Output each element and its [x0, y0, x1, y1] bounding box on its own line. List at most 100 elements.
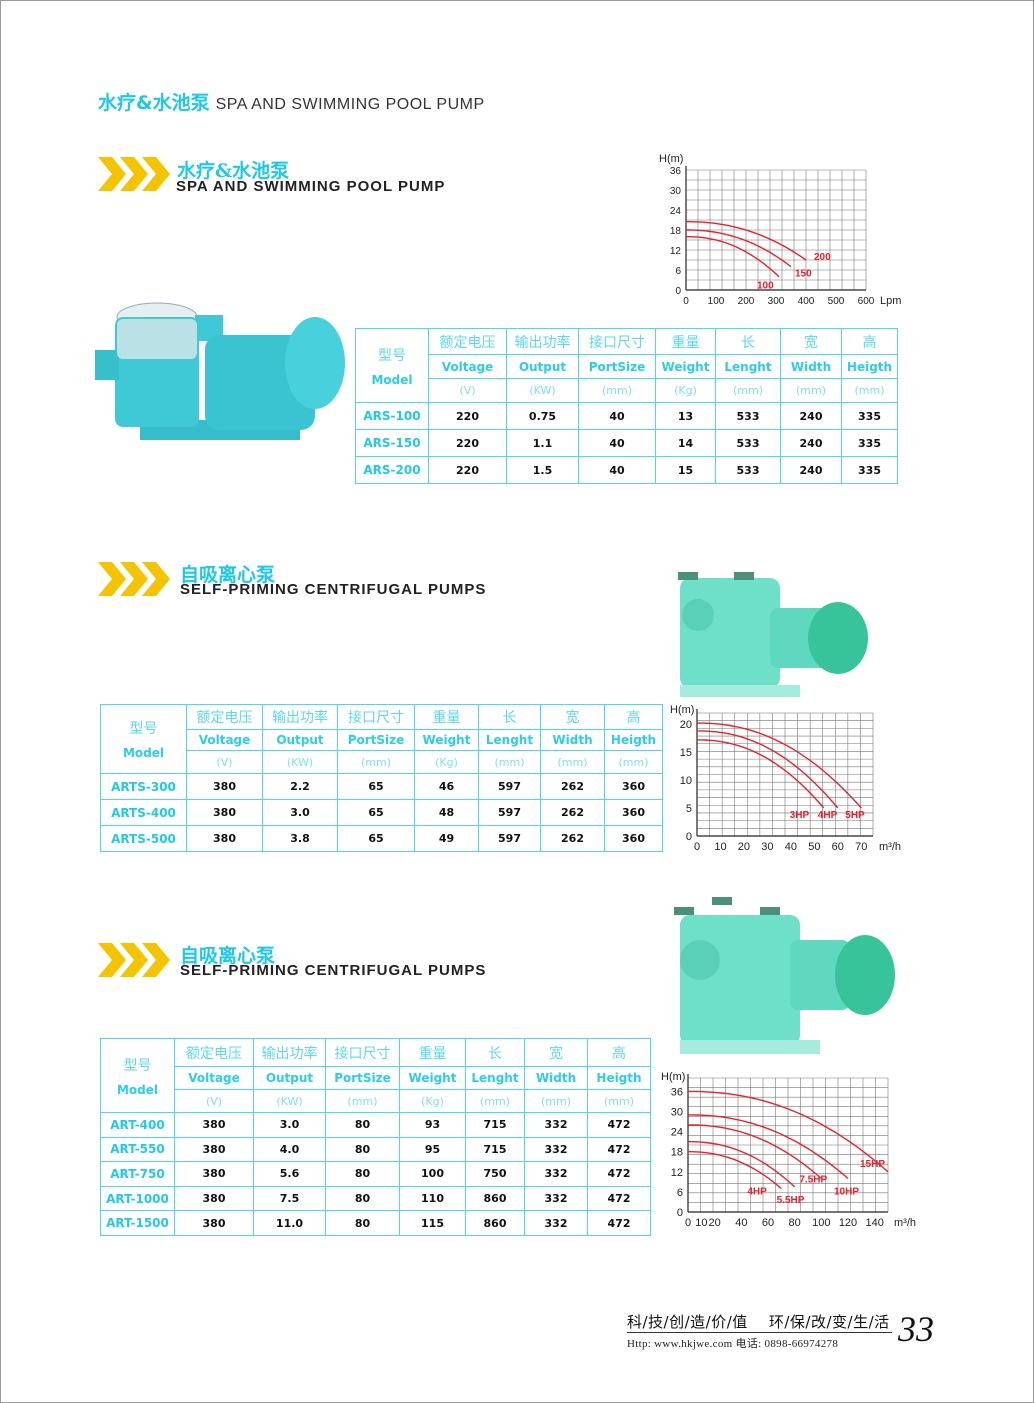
table-row: ARS-150 220 1.1 40 14 533 240 335 — [355, 429, 898, 457]
column-header-cn: 额定电压 — [428, 328, 507, 355]
column-header-unit: (KW) — [506, 378, 579, 403]
value-cell: 40 — [578, 429, 656, 457]
x-tick-label: 0 — [694, 841, 700, 853]
column-header-en: Heigth — [841, 354, 898, 379]
column-header-en: Width — [780, 354, 842, 379]
value-cell: 3.0 — [262, 799, 338, 826]
value-cell: 380 — [174, 1112, 254, 1138]
model-cell: ARTS-300 — [100, 773, 187, 800]
column-header-cn: 宽 — [780, 328, 842, 355]
section-title-en: SPA AND SWIMMING POOL PUMP — [176, 178, 446, 195]
curve-4HP — [688, 1151, 782, 1190]
column-header-unit: (Kg) — [399, 1089, 466, 1113]
x-axis-label: Lpm — [880, 295, 901, 307]
model-cell: ART-550 — [100, 1136, 175, 1163]
x-tick-label: 0 — [683, 296, 689, 307]
model-cell: ART-750 — [100, 1161, 175, 1187]
table-row: ARS-100 220 0.75 40 13 533 240 335 — [355, 402, 898, 430]
pool-pump-image — [95, 302, 345, 440]
curve-3HP — [696, 739, 825, 809]
column-header-cn: 额定电压 — [186, 704, 263, 730]
value-cell: 380 — [186, 825, 263, 852]
series-label: 4HP — [747, 1187, 767, 1198]
column-header-cn: 重量 — [655, 328, 716, 355]
value-cell: 332 — [524, 1112, 588, 1138]
y-tick-label: 24 — [670, 206, 682, 217]
y-tick-label: 18 — [671, 1147, 683, 1159]
table-row: ART-1500 380 11.0 80 115 860 332 472 — [100, 1210, 651, 1236]
value-cell: 65 — [337, 773, 415, 800]
x-tick-label: 120 — [839, 1217, 857, 1229]
header-row: Voltage Output PortSize Weight Lenght Width He… — [101, 1066, 651, 1090]
model-cell: ARS-100 — [355, 402, 429, 430]
y-tick-label: 6 — [677, 1187, 683, 1199]
section-title-en: SELF-PRIMING CENTRIFUGAL PUMPS — [180, 962, 487, 979]
column-header-unit: (V) — [428, 378, 507, 403]
header-cn: 型号 — [129, 721, 158, 737]
x-axis-label: m³/h — [879, 841, 901, 853]
x-tick-label: 300 — [768, 296, 785, 307]
chevrons-icon — [98, 943, 170, 977]
value-cell: 80 — [325, 1210, 400, 1236]
value-cell: 472 — [587, 1112, 651, 1138]
column-header-en: Lenght — [465, 1066, 525, 1090]
value-cell: 472 — [587, 1210, 651, 1236]
x-tick-label: 60 — [832, 841, 844, 853]
x-tick-label: 600 — [858, 296, 875, 307]
value-cell: 80 — [325, 1112, 400, 1138]
value-cell: 335 — [841, 456, 898, 484]
value-cell: 380 — [174, 1210, 254, 1236]
value-cell: 240 — [780, 429, 842, 457]
column-header-unit: (mm) — [337, 750, 415, 774]
header-en: Model — [371, 372, 413, 387]
value-cell: 80 — [325, 1161, 400, 1187]
model-cell: ART-1000 — [100, 1185, 175, 1212]
value-cell: 80 — [325, 1185, 400, 1212]
column-header-en: Heigth — [587, 1066, 651, 1090]
curve-100 — [686, 236, 780, 278]
value-cell: 380 — [174, 1136, 254, 1163]
value-cell: 472 — [587, 1185, 651, 1212]
x-tick-label: 50 — [808, 841, 820, 853]
chevrons-icon — [98, 157, 170, 191]
column-header-cn: 长 — [715, 328, 781, 355]
value-cell: 40 — [578, 402, 656, 430]
curve-200 — [686, 221, 807, 261]
column-header-en: Lenght — [715, 354, 781, 379]
curve-5HP — [697, 722, 862, 809]
table-row: ART-750 380 5.6 80 100 750 332 472 — [100, 1161, 651, 1187]
series-label: 100 — [757, 281, 774, 292]
value-cell: 472 — [587, 1136, 651, 1163]
value-cell: 48 — [414, 799, 479, 826]
column-header-en: Weight — [399, 1066, 466, 1090]
section-title-cn: 自吸离心泵 — [180, 564, 276, 586]
value-cell: 240 — [780, 456, 842, 484]
x-tick-label: 40 — [735, 1217, 747, 1229]
column-header-en: Voltage — [428, 354, 507, 379]
y-tick-label: 36 — [671, 1086, 683, 1098]
value-cell: 80 — [325, 1136, 400, 1163]
curve-15HP — [688, 1090, 889, 1173]
value-cell: 332 — [524, 1136, 588, 1163]
value-cell: 95 — [399, 1136, 466, 1163]
page-title: 水疗&水池泵 SPA AND SWIMMING POOL PUMP — [98, 88, 485, 115]
value-cell: 597 — [478, 825, 541, 852]
column-header-en: Width — [540, 729, 605, 751]
series-label: 5.5HP — [777, 1195, 805, 1206]
value-cell: 335 — [841, 429, 898, 457]
x-tick-label: 100 — [812, 1217, 830, 1229]
y-axis-label: H(m) — [659, 153, 683, 165]
model-cell: ARS-150 — [355, 429, 429, 457]
y-tick-label: 30 — [670, 186, 682, 197]
y-tick-label: 15 — [680, 747, 692, 759]
model-cell: ART-400 — [100, 1112, 175, 1138]
value-cell: 332 — [524, 1185, 588, 1212]
value-cell: 380 — [174, 1185, 254, 1212]
value-cell: 715 — [465, 1136, 525, 1163]
model-cell: ARTS-500 — [100, 825, 187, 852]
column-header-cn: 接口尺寸 — [337, 704, 415, 730]
x-tick-label: 80 — [789, 1217, 801, 1229]
curve-10HP — [688, 1114, 849, 1180]
table-row: ART-400 380 3.0 80 93 715 332 472 — [100, 1112, 651, 1138]
